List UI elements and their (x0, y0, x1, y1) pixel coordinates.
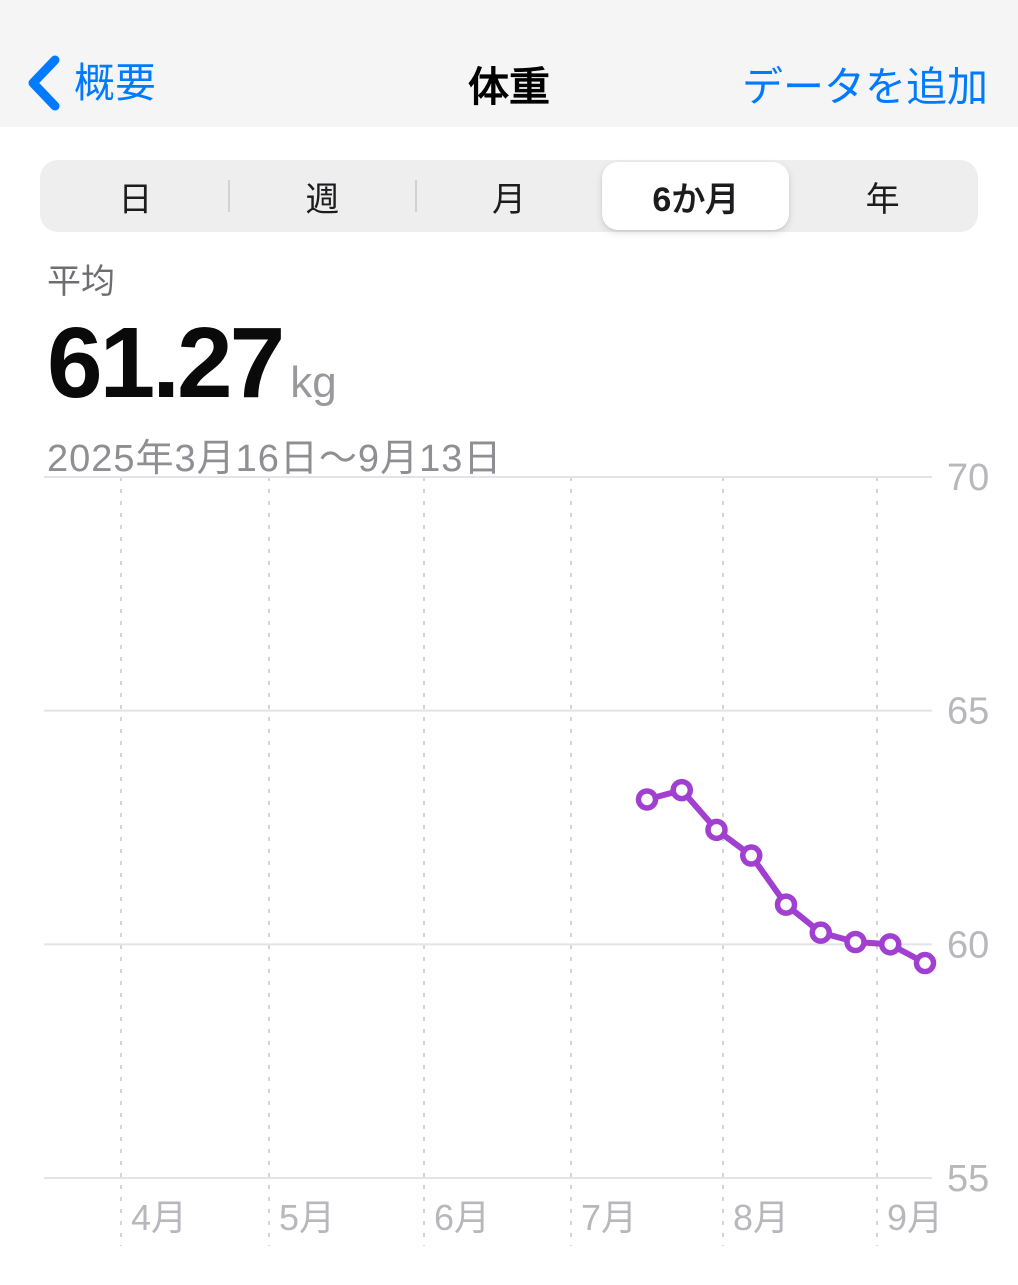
segment-divider (414, 180, 417, 212)
segment-day[interactable]: 日 (42, 162, 229, 230)
segment-6months[interactable]: 6か月 (602, 162, 790, 230)
segment-6months-label: 6か月 (652, 180, 740, 219)
segment-month[interactable]: 月 (414, 162, 603, 230)
back-label[interactable]: 概要 (74, 59, 156, 106)
average-unit: kg (290, 358, 337, 407)
x-axis-label: 4月 (131, 1197, 187, 1238)
data-point-marker (879, 933, 902, 956)
data-point-marker (670, 778, 693, 802)
back-button[interactable]: 概要 (0, 55, 156, 111)
y-axis-label: 65 (947, 691, 989, 733)
data-point-marker (635, 788, 659, 811)
data-point-marker (913, 951, 937, 975)
data-point-marker (809, 921, 832, 944)
back-chevron-icon (28, 55, 60, 111)
average-value: 61.27 (47, 307, 285, 419)
date-range: 2025年3月16日〜9月13日 (47, 438, 503, 480)
nav-bar: 概要 体重 データを追加 (0, 0, 1018, 127)
summary-stats: 平均 61.27 kg 2025年3月16日〜9月13日 (47, 254, 502, 482)
x-axis-label: 8月 (733, 1197, 789, 1238)
data-point-marker (740, 844, 763, 867)
time-range-segmented-control: 日 週 月 6か月 年 (40, 160, 978, 232)
y-axis-label: 70 (947, 457, 989, 499)
segment-day-label: 日 (118, 180, 153, 219)
segment-month-label: 月 (491, 180, 526, 219)
segment-divider (227, 180, 230, 212)
page-title: 体重 (468, 64, 550, 110)
average-value-row: 61.27 kg (47, 313, 502, 413)
x-axis-label: 6月 (434, 1197, 490, 1238)
x-axis-label: 5月 (279, 1197, 335, 1238)
x-axis-label: 9月 (887, 1197, 943, 1238)
data-point-marker (705, 818, 728, 842)
data-point-marker (774, 893, 798, 916)
segment-year[interactable]: 年 (789, 162, 976, 230)
data-point-marker (844, 930, 867, 954)
nav-inner: 概要 体重 データを追加 (0, 39, 1018, 127)
add-data-button[interactable]: データを追加 (742, 64, 988, 110)
average-label: 平均 (47, 263, 115, 301)
y-axis-label: 60 (947, 924, 989, 966)
segment-week[interactable]: 週 (227, 162, 416, 230)
x-axis-label: 7月 (581, 1197, 637, 1238)
segment-year-label: 年 (865, 180, 900, 219)
y-axis-label: 55 (947, 1158, 989, 1200)
segment-week-label: 週 (305, 180, 340, 219)
